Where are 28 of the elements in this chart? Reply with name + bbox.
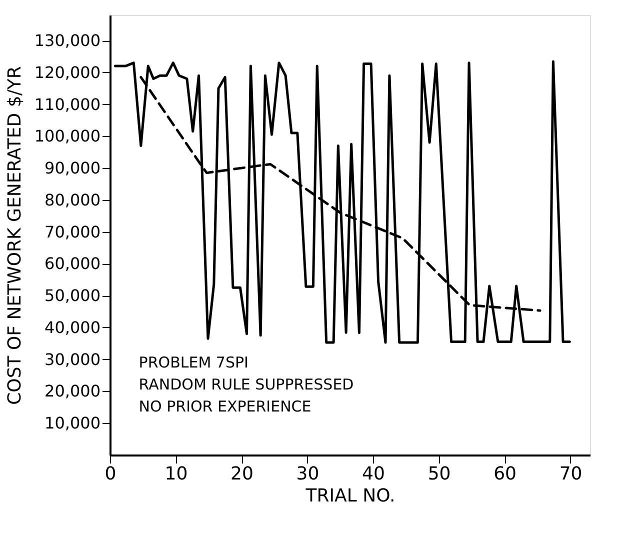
y-tick-label: 70,000 xyxy=(44,222,100,242)
x-tick-label: 20 xyxy=(230,464,254,484)
y-tick-label: 20,000 xyxy=(44,382,100,401)
annotation: NO PRIOR EXPERIENCE xyxy=(138,398,312,416)
y-tick-label: 80,000 xyxy=(44,190,100,210)
y-tick-label: 130,000 xyxy=(34,31,100,50)
annotation: PROBLEM 7SPI xyxy=(138,354,248,372)
line-series xyxy=(140,76,542,312)
x-tick-label: 10 xyxy=(164,464,188,484)
y-tick-label: 90,000 xyxy=(44,158,100,178)
x-tick-label: 50 xyxy=(428,464,451,484)
y-tick-label: 110,000 xyxy=(34,94,100,114)
x-tick-label: 30 xyxy=(296,464,320,484)
y-tick-label: 50,000 xyxy=(44,286,100,306)
x-axis-title: TRIAL NO. xyxy=(304,486,396,506)
y-tick-label: 100,000 xyxy=(34,126,100,146)
y-axis-title: COST OF NETWORK GENERATED $/YR xyxy=(4,66,26,405)
y-tick-label: 120,000 xyxy=(34,62,100,82)
y-tick-label: 10,000 xyxy=(44,414,100,433)
x-tick-label: 0 xyxy=(104,464,116,484)
y-tick-label: 60,000 xyxy=(44,254,100,274)
annotation: RANDOM RULE SUPPRESSED xyxy=(138,376,354,394)
line-series xyxy=(114,60,571,344)
y-tick-label: 30,000 xyxy=(44,350,100,369)
x-tick-label: 70 xyxy=(559,464,582,484)
y-tick-label: 40,000 xyxy=(44,318,100,337)
x-tick-label: 40 xyxy=(362,464,385,484)
x-tick-label: 60 xyxy=(494,464,516,484)
